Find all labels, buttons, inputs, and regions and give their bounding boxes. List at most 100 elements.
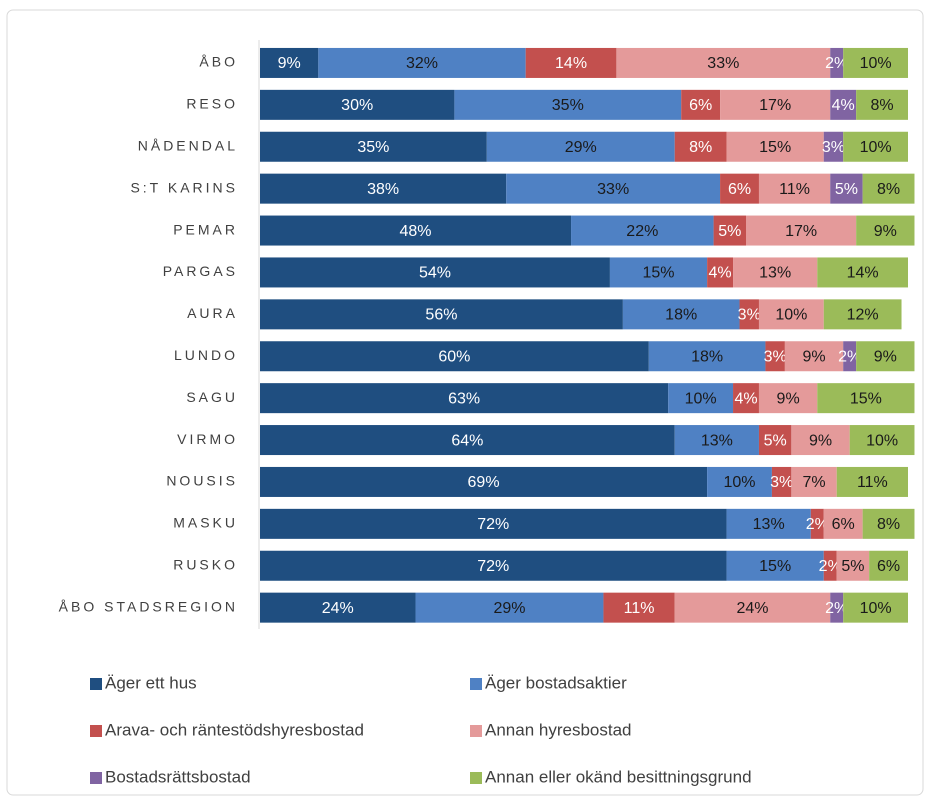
value-label: 6% — [728, 181, 751, 198]
bar-segment — [758, 383, 818, 414]
bar-segment — [843, 592, 908, 623]
value-label: 56% — [425, 307, 457, 324]
value-label: 4% — [734, 390, 757, 407]
value-label: 2% — [819, 558, 842, 575]
bar-segment — [791, 466, 837, 497]
value-label: 4% — [832, 97, 855, 114]
bar-segment — [849, 425, 915, 456]
legend-swatch — [90, 772, 102, 784]
value-label: 72% — [477, 558, 509, 575]
bar-segment — [260, 425, 675, 456]
bar-segment — [260, 592, 416, 623]
value-label: 10% — [724, 474, 756, 491]
bar-segment — [415, 592, 604, 623]
bar-segment — [720, 173, 759, 204]
value-label: 63% — [448, 390, 480, 407]
bar-segment — [707, 257, 734, 288]
category-label: ÅBO — [199, 54, 238, 70]
bar-segment — [571, 215, 714, 246]
legend-label: Äger bostadsaktier — [485, 673, 627, 692]
bar-segment — [260, 341, 649, 372]
value-label: 10% — [860, 139, 892, 156]
value-label: 2% — [825, 55, 848, 72]
value-label: 3% — [770, 474, 793, 491]
value-label: 10% — [860, 55, 892, 72]
bar-segment — [260, 508, 727, 539]
bar-segment — [733, 383, 759, 414]
bar-segment — [823, 508, 863, 539]
value-label: 3% — [822, 139, 845, 156]
value-label: 64% — [451, 432, 483, 449]
bar-segment — [674, 592, 831, 623]
bar-segment — [739, 299, 759, 330]
legend-swatch — [470, 725, 482, 737]
legend-label: Annan hyresbostad — [485, 720, 632, 739]
bar-segment — [486, 131, 675, 162]
bar-segment — [843, 131, 908, 162]
legend-swatch — [90, 725, 102, 737]
value-label: 18% — [691, 348, 723, 365]
value-label: 15% — [643, 265, 675, 282]
bar-segment — [726, 131, 824, 162]
bar-segment — [830, 89, 857, 120]
value-label: 4% — [709, 265, 732, 282]
bar-segment — [869, 550, 908, 581]
value-label: 9% — [777, 390, 800, 407]
bar-segment — [648, 341, 766, 372]
value-label: 15% — [850, 390, 882, 407]
legend-swatch — [90, 678, 102, 690]
value-label: 6% — [689, 97, 712, 114]
value-label: 60% — [438, 348, 470, 365]
value-label: 8% — [689, 139, 712, 156]
bar-segment — [810, 508, 824, 539]
value-label: 6% — [832, 516, 855, 533]
value-label: 8% — [877, 181, 900, 198]
bar-segment — [836, 466, 908, 497]
value-label: 10% — [775, 307, 807, 324]
bar-segment — [856, 341, 915, 372]
bar-segment — [830, 47, 844, 78]
bar-segment — [260, 215, 572, 246]
value-label: 13% — [701, 432, 733, 449]
bar-segment — [260, 299, 623, 330]
category-label: RUSKO — [173, 556, 238, 572]
value-label: 9% — [874, 223, 897, 240]
value-label: 14% — [555, 55, 587, 72]
category-label: AURA — [187, 305, 238, 321]
bar-segment — [817, 257, 908, 288]
bar-segment — [758, 299, 824, 330]
bar-segment — [856, 215, 915, 246]
category-label: SAGU — [186, 389, 238, 405]
value-label: 3% — [764, 348, 787, 365]
bar-segment — [862, 173, 915, 204]
value-label: 7% — [802, 474, 825, 491]
category-label: NOUSIS — [166, 473, 238, 489]
value-label: 33% — [707, 55, 739, 72]
value-label: 9% — [874, 348, 897, 365]
value-label: 35% — [552, 97, 584, 114]
value-label: 2% — [806, 516, 829, 533]
value-label: 5% — [718, 223, 741, 240]
value-label: 10% — [866, 432, 898, 449]
bar-segment — [836, 550, 870, 581]
bar-segment — [720, 89, 831, 120]
bar-segment — [603, 592, 675, 623]
bar-segment — [260, 383, 669, 414]
value-label: 33% — [597, 181, 629, 198]
bar-segment — [733, 257, 818, 288]
value-label: 2% — [825, 600, 848, 617]
bar-segment — [260, 257, 610, 288]
value-label: 17% — [785, 223, 817, 240]
legend-label: Annan eller okänd besittningsgrund — [485, 767, 752, 786]
category-label: PARGAS — [163, 263, 238, 279]
value-label: 38% — [367, 181, 399, 198]
bar-segment — [823, 299, 902, 330]
value-label: 10% — [860, 600, 892, 617]
bar-segment — [726, 550, 824, 581]
value-label: 13% — [759, 265, 791, 282]
bar-segment — [681, 89, 721, 120]
value-label: 11% — [779, 181, 810, 198]
legend-swatch — [470, 678, 482, 690]
bar-segment — [260, 173, 507, 204]
